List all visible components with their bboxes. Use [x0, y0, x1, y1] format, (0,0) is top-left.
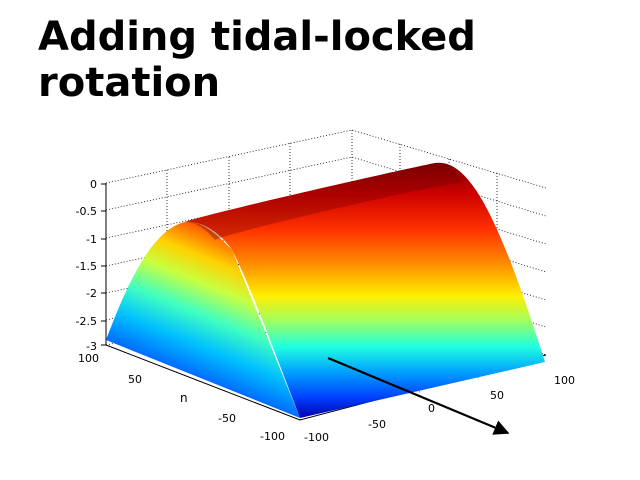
y-tick-label: 50: [128, 373, 142, 386]
slide-title: Adding tidal-locked rotation: [38, 14, 476, 98]
z-tick-label: -0.5: [76, 205, 97, 218]
surface-end-cap: [106, 221, 300, 418]
z-tick-label: -2.5: [76, 315, 97, 328]
y-tick-label: -100: [260, 430, 285, 443]
z-tick-label: -1.5: [76, 260, 97, 273]
x-tick-label: 0: [428, 402, 435, 415]
z-axis-ticks: 0 -0.5 -1 -1.5 -2 -2.5 -3: [76, 178, 106, 353]
y-tick-label: 100: [78, 352, 99, 365]
y-axis-label: n: [180, 391, 188, 405]
z-tick-label: 0: [90, 178, 97, 191]
y-axis-ticks: 100 50 n -50 -100: [78, 352, 285, 443]
x-tick-label: -50: [368, 418, 386, 431]
x-tick-label: -100: [304, 431, 329, 444]
x-axis-ticks: -100 -50 0 50 100: [304, 374, 575, 444]
surface-front: [185, 162, 545, 418]
z-tick-label: -2: [86, 287, 97, 300]
annotation-arrow: [327, 356, 510, 435]
y-tick-label: -50: [218, 412, 236, 425]
z-tick-label: -1: [86, 233, 97, 246]
x-tick-label: 50: [490, 389, 504, 402]
x-tick-label: 100: [554, 374, 575, 387]
z-tick-label: -3: [86, 340, 97, 353]
